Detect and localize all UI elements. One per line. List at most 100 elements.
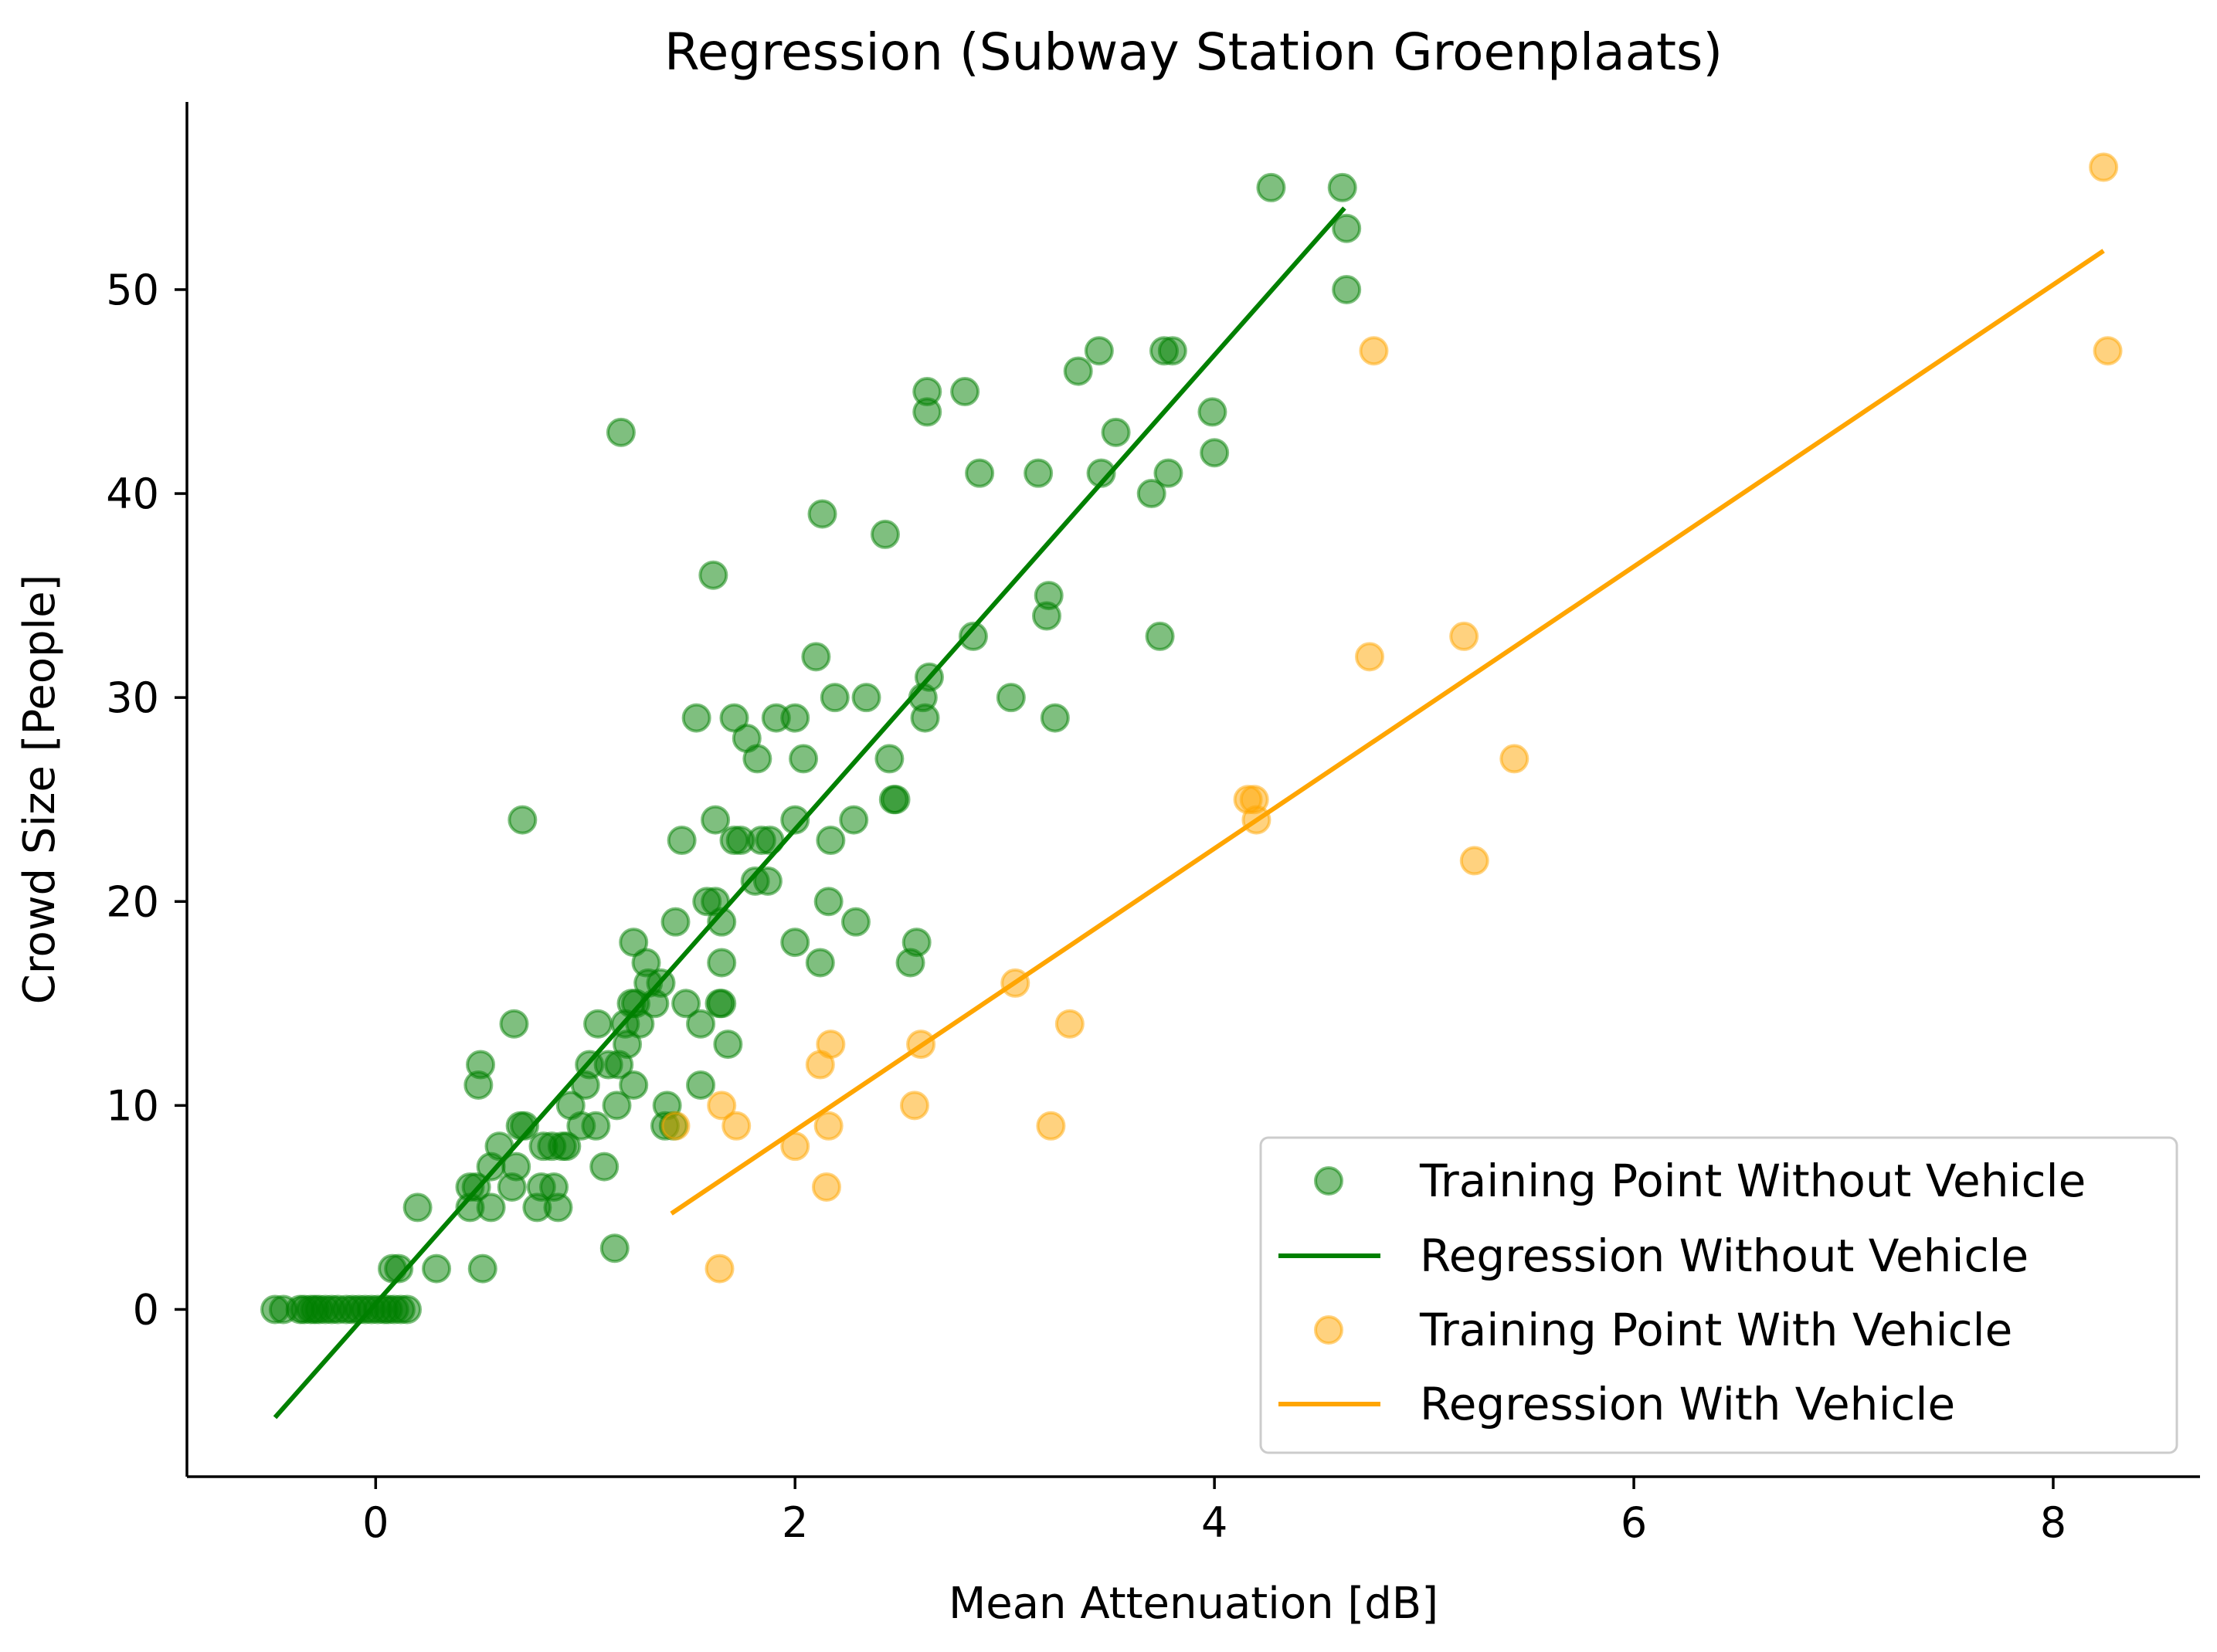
x-tick-label: 8 (2040, 1498, 2066, 1547)
data-point (671, 989, 701, 1019)
data-point (508, 805, 538, 835)
legend-frame (1259, 1136, 2178, 1454)
data-point (881, 785, 911, 815)
legend-label-regression-without: Regression Without Vehicle (1420, 1230, 2029, 1282)
series-3 (670, 249, 2105, 1216)
data-point (707, 989, 737, 1019)
regression-line (670, 249, 2105, 1216)
data-point (1054, 1009, 1085, 1039)
y-axis-label: Crowd Size [People] (15, 575, 65, 1005)
data-point (807, 499, 837, 529)
legend-label-training-without: Training Point Without Vehicle (1419, 1155, 2086, 1207)
data-point (1332, 274, 1362, 304)
x-tick-label: 0 (362, 1498, 389, 1547)
y-ticks: 0 10 20 30 40 50 (106, 266, 187, 1334)
data-point (581, 1111, 611, 1141)
data-point (667, 826, 697, 856)
data-point (901, 928, 932, 958)
data-point (1197, 397, 1227, 427)
data-point (1200, 438, 1230, 468)
data-point (686, 1009, 716, 1039)
data-point (660, 907, 691, 937)
legend-item-regression-with: Regression With Vehicle (1278, 1378, 1955, 1430)
data-point (402, 1192, 433, 1223)
data-point (742, 744, 772, 774)
data-point (1332, 213, 1362, 243)
data-point (1157, 336, 1187, 366)
data-point (631, 948, 661, 978)
plot-area (260, 152, 2123, 1420)
legend-item-regression-without: Regression Without Vehicle (1278, 1230, 2029, 1282)
data-point (625, 1009, 655, 1039)
data-point (805, 948, 835, 978)
data-point (1145, 621, 1175, 651)
data-point (1063, 356, 1093, 386)
data-point (713, 1030, 743, 1060)
data-point (392, 1294, 423, 1325)
data-point (1036, 1111, 1066, 1141)
data-point (681, 703, 711, 733)
legend-label-training-with: Training Point With Vehicle (1419, 1304, 2012, 1356)
data-point (707, 907, 737, 937)
data-point (606, 417, 636, 447)
data-point (1101, 417, 1131, 447)
y-tick-label: 30 (106, 673, 159, 722)
x-axis-label: Mean Attenuation [dB] (949, 1579, 1438, 1629)
data-point (721, 1111, 752, 1141)
data-point (698, 560, 728, 590)
data-point (422, 1253, 452, 1284)
data-point (384, 1253, 414, 1284)
data-point (910, 703, 940, 733)
y-tick-label: 20 (106, 877, 159, 926)
data-point (552, 1131, 582, 1162)
data-point (686, 1070, 716, 1100)
data-point (499, 1009, 529, 1039)
chart-title: Regression (Subway Station Groenplaats) (664, 22, 1723, 82)
data-point (501, 1152, 531, 1182)
data-point (816, 1030, 846, 1060)
data-point (1084, 336, 1114, 366)
data-point (780, 805, 810, 835)
axes-layer: 0 2 4 6 8 0 10 20 30 40 50 (106, 102, 2200, 1547)
data-point (707, 1091, 737, 1121)
data-point (1359, 336, 1389, 366)
data-point (820, 683, 850, 713)
data-point (707, 948, 737, 978)
data-point (2089, 152, 2119, 182)
data-point (996, 683, 1026, 713)
data-point (1136, 479, 1166, 509)
y-tick-label: 10 (106, 1081, 159, 1130)
data-point (958, 621, 988, 651)
data-point (813, 887, 844, 917)
data-point (752, 866, 783, 896)
data-point (467, 1253, 497, 1284)
x-tick-label: 4 (1201, 1498, 1227, 1547)
x-tick-label: 2 (782, 1498, 808, 1547)
data-point (912, 377, 942, 407)
data-point (1040, 703, 1070, 733)
x-tick-label: 6 (1621, 1498, 1647, 1547)
data-point (839, 805, 869, 835)
data-point (874, 744, 905, 774)
series-layer (260, 152, 2123, 1420)
data-point (1153, 458, 1183, 488)
data-point (780, 703, 810, 733)
data-point (619, 1070, 649, 1100)
data-point (811, 1172, 841, 1202)
data-point (701, 805, 731, 835)
y-tick-label: 0 (133, 1285, 159, 1334)
x-ticks: 0 2 4 6 8 (362, 1477, 2066, 1547)
data-point (660, 1111, 691, 1141)
data-point (1024, 458, 1054, 488)
data-point (510, 1111, 540, 1141)
data-point (801, 642, 831, 672)
data-point (1499, 744, 1529, 774)
data-point (543, 1192, 573, 1223)
data-point (851, 683, 881, 713)
data-point (1459, 846, 1489, 876)
series-1 (273, 206, 1346, 1420)
data-point (780, 928, 810, 958)
y-tick-label: 50 (106, 266, 159, 314)
data-point (899, 1091, 929, 1121)
data-point (599, 1233, 630, 1264)
